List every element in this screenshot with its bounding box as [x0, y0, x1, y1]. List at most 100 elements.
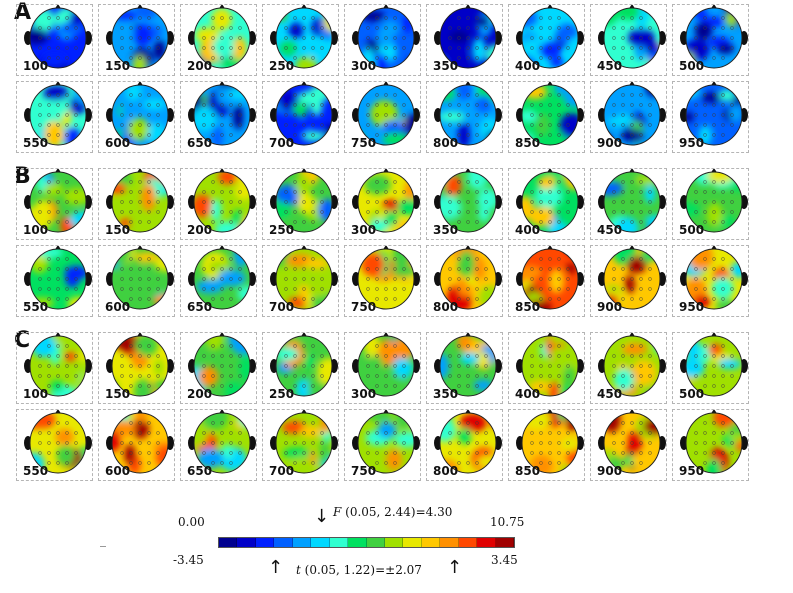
scalp-map: [434, 82, 502, 146]
topomap-cell: 200: [180, 4, 257, 76]
time-label: 300: [351, 59, 377, 73]
colorbar-step: [366, 538, 385, 547]
time-label: 500: [679, 387, 705, 401]
scalp-map: [598, 82, 666, 146]
time-label: 550: [23, 464, 49, 478]
f-threshold-arrow-icon: ↓: [314, 506, 330, 527]
topomap-cell: 500: [672, 332, 749, 404]
time-label: 200: [187, 223, 213, 237]
topomap-cell: 850: [508, 245, 585, 317]
time-label: 750: [351, 300, 377, 314]
topomap-cell: 450: [590, 168, 667, 240]
time-label: 300: [351, 223, 377, 237]
topomap-cell: 150: [98, 4, 175, 76]
time-label: 950: [679, 300, 705, 314]
scalp-map: [680, 333, 748, 397]
colorbar-step: [219, 538, 238, 547]
scalp-map: [598, 410, 666, 474]
topomap-cell: 500: [672, 168, 749, 240]
scalp-map: [434, 5, 502, 69]
time-label: 450: [597, 59, 623, 73]
t-lower-arrow-icon: ↑: [268, 557, 284, 578]
scalp-map: [434, 169, 502, 233]
topomap-cell: 250: [262, 4, 339, 76]
time-label: 200: [187, 59, 213, 73]
time-label: 800: [433, 464, 459, 478]
scalp-map: [434, 333, 502, 397]
time-label: 100: [23, 387, 49, 401]
topomap-cell: 900: [590, 409, 667, 481]
scalp-map: [434, 246, 502, 310]
topomap-cell: 800: [426, 245, 503, 317]
topomap-cell: 300: [344, 4, 421, 76]
topomap-cell: 200: [180, 332, 257, 404]
topomap-cell: 850: [508, 409, 585, 481]
scalp-map: [516, 333, 584, 397]
topomap-cell: 950: [672, 409, 749, 481]
scalp-map: [598, 169, 666, 233]
topomap-cell: 700: [262, 245, 339, 317]
topomap-cell: 800: [426, 409, 503, 481]
scalp-map: [352, 169, 420, 233]
time-label: 350: [433, 59, 459, 73]
time-label: 650: [187, 464, 213, 478]
colorbar-step: [255, 538, 275, 547]
topomap-cell: 950: [672, 245, 749, 317]
scalp-map: [680, 246, 748, 310]
scalp-map: [24, 5, 92, 69]
topomap-cell: 450: [590, 332, 667, 404]
scalp-map: [24, 169, 92, 233]
scalp-map: [680, 82, 748, 146]
colorbar-step: [458, 538, 478, 547]
t-min-label: -3.45: [173, 553, 204, 567]
time-label: 600: [105, 136, 131, 150]
topomap-cell: 600: [98, 81, 175, 153]
time-label: 750: [351, 464, 377, 478]
scalp-map: [270, 333, 338, 397]
time-label: 600: [105, 464, 131, 478]
topomap-cell: 550: [16, 409, 93, 481]
colorbar: [218, 537, 515, 548]
time-label: 850: [515, 464, 541, 478]
colorbar-step: [274, 538, 293, 547]
scalp-map: [106, 410, 174, 474]
topomap-cell: 650: [180, 245, 257, 317]
scalp-map: [24, 82, 92, 146]
panel-label-b: B: [14, 164, 31, 189]
f-threshold-text: (0.05, 2.44)=4.30: [345, 505, 453, 519]
scalp-map: [352, 410, 420, 474]
topomap-cell: 750: [344, 245, 421, 317]
colorbar-step: [348, 538, 367, 547]
topomap-cell: 300: [344, 332, 421, 404]
topomap-cell: 550: [16, 81, 93, 153]
scalp-map: [352, 333, 420, 397]
topomap-cell: 750: [344, 409, 421, 481]
topomap-cell: 350: [426, 332, 503, 404]
topomap-cell: 750: [344, 81, 421, 153]
scalp-map: [188, 169, 256, 233]
scalp-map: [516, 5, 584, 69]
topomap-cell: 700: [262, 81, 339, 153]
time-label: 250: [269, 59, 295, 73]
scalp-map: [516, 246, 584, 310]
time-label: 250: [269, 387, 295, 401]
topomap-cell: 250: [262, 168, 339, 240]
colorbar-step: [329, 538, 349, 547]
time-label: 150: [105, 387, 131, 401]
f-max-label: 10.75: [490, 515, 525, 529]
time-label: 150: [105, 59, 131, 73]
scalp-map: [270, 410, 338, 474]
scalp-map: [680, 5, 748, 69]
time-label: 700: [269, 300, 295, 314]
scalp-map: [516, 82, 584, 146]
scalp-map: [270, 5, 338, 69]
time-label: 500: [679, 59, 705, 73]
topomap-cell: 900: [590, 245, 667, 317]
time-label: 450: [597, 223, 623, 237]
topomap-cell: 500: [672, 4, 749, 76]
scalp-map: [24, 246, 92, 310]
colorbar-step: [311, 538, 330, 547]
topomap-cell: 600: [98, 409, 175, 481]
scalp-map: [598, 5, 666, 69]
topomap-cell: 450: [590, 4, 667, 76]
